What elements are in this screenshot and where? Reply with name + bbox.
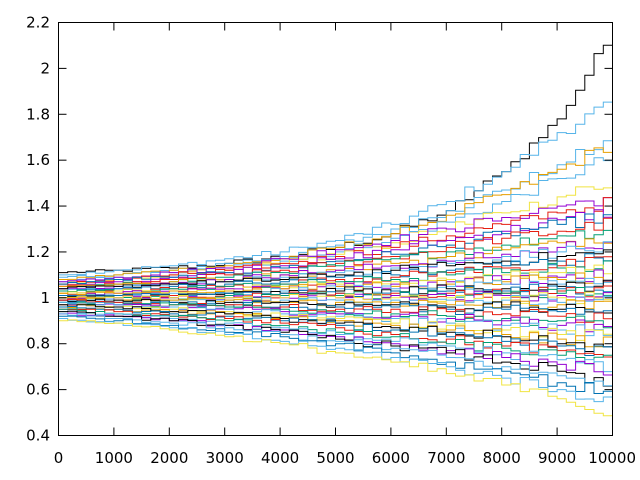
x-tick-label: 3000	[206, 449, 244, 467]
y-tick-label: 1.8	[26, 105, 50, 123]
x-tick-label: 10000	[588, 449, 636, 467]
x-tick-label: 7000	[427, 449, 465, 467]
series-line-46	[58, 310, 613, 390]
y-tick-label: 0.8	[26, 335, 50, 353]
x-tick-label: 6000	[372, 449, 410, 467]
y-tick-label: 2.2	[26, 14, 50, 32]
series-line-36	[58, 303, 613, 333]
x-tick-label: 2000	[150, 449, 188, 467]
series-line-42	[58, 308, 613, 358]
series-line-15	[58, 241, 613, 292]
series-line-10	[58, 213, 613, 285]
series-line-4	[58, 141, 613, 280]
series-line-47	[58, 313, 613, 387]
y-tick-label: 0.4	[26, 427, 50, 445]
y-tick-label: 2	[40, 59, 50, 77]
tick-layer: 0 1000 2000 3000 4000 5000 6000 7000 8000 9000 100…	[26, 14, 636, 468]
x-tick-label: 1000	[95, 449, 133, 467]
series-line-17	[58, 253, 613, 293]
series-line-44	[58, 310, 613, 373]
y-tick-label: 1.4	[26, 197, 50, 215]
series-line-32	[58, 298, 613, 314]
series-line-33	[58, 300, 613, 315]
series-line-18	[58, 256, 613, 294]
x-tick-label: 9000	[538, 449, 576, 467]
series-line-2	[58, 100, 613, 276]
series-line-29	[58, 291, 613, 305]
x-tick-label: 5000	[316, 449, 354, 467]
y-tick-label: 1.6	[26, 151, 50, 169]
series-layer	[58, 29, 613, 417]
series-line-50	[58, 319, 613, 417]
y-tick-label: 1	[40, 289, 50, 307]
series-line-30	[58, 295, 613, 306]
x-tick-label: 8000	[483, 449, 521, 467]
series-line-7	[58, 196, 613, 283]
y-tick-label: 0.6	[26, 381, 50, 399]
series-line-11	[58, 217, 613, 287]
series-line-38	[58, 303, 613, 341]
y-tick-label: 1.2	[26, 243, 50, 261]
x-tick-label: 4000	[261, 449, 299, 467]
x-tick-label: 0	[54, 449, 64, 467]
series-line-49	[58, 318, 613, 403]
